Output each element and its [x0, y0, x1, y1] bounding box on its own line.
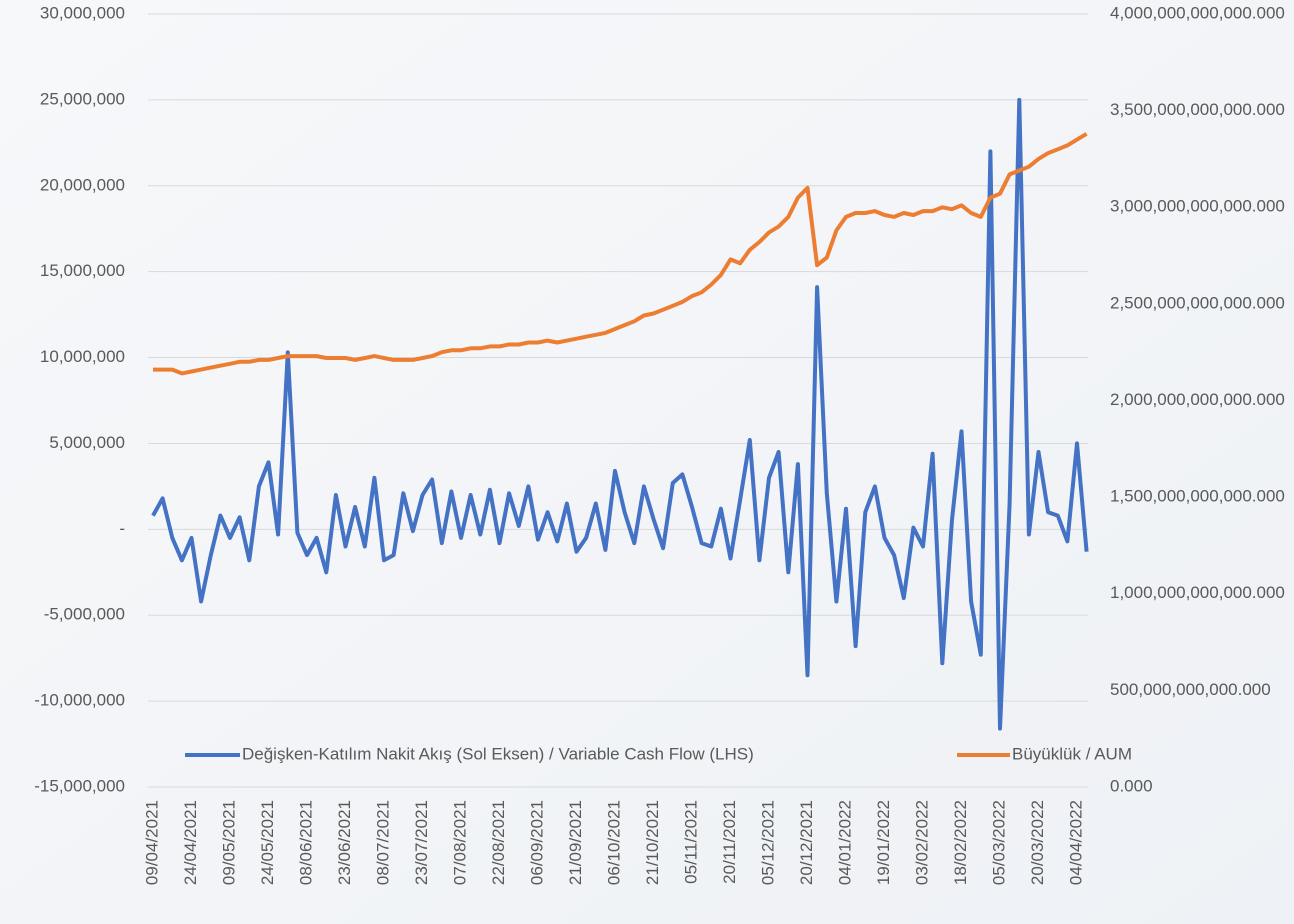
x-tick-label: 05/03/2022	[989, 800, 1008, 885]
x-tick-label: 04/04/2022	[1066, 800, 1085, 885]
x-tick-label: 23/06/2021	[335, 800, 354, 885]
x-tick-label: 24/04/2021	[181, 800, 200, 885]
x-tick-label: 24/05/2021	[258, 800, 277, 885]
x-tick-label: 08/06/2021	[296, 800, 315, 885]
y2-tick-label: 4,000,000,000,000.000	[1110, 3, 1285, 22]
legend-label: Büyüklük / AUM	[1012, 744, 1132, 763]
y-tick-label: -5,000,000	[44, 605, 125, 624]
x-tick-label: 22/08/2021	[489, 800, 508, 885]
y-tick-label: 5,000,000	[49, 433, 125, 452]
x-tick-label: 23/07/2021	[412, 800, 431, 885]
x-tick-label: 05/11/2021	[681, 800, 700, 884]
x-tick-label: 21/10/2021	[643, 800, 662, 885]
x-tick-label: 09/05/2021	[219, 800, 238, 885]
x-tick-label: 06/10/2021	[604, 800, 623, 885]
chart: -15,000,000-10,000,000-5,000,000-5,000,0…	[0, 0, 1294, 924]
page: {"chart_data": {"type": "line", "categor…	[0, 0, 1294, 924]
x-tick-label: 06/09/2021	[527, 800, 546, 885]
y2-tick-label: 500,000,000,000.000	[1110, 680, 1271, 699]
x-tick-label: 19/01/2022	[874, 800, 893, 885]
y-tick-label: 25,000,000	[40, 89, 125, 108]
x-tick-label: 18/02/2022	[951, 800, 970, 885]
legend-label: Değişken-Katılım Nakit Akış (Sol Eksen) …	[242, 744, 754, 763]
y2-tick-label: 1,000,000,000,000.000	[1110, 583, 1285, 602]
x-tick-label: 07/08/2021	[450, 800, 469, 885]
x-tick-label: 03/02/2022	[912, 800, 931, 885]
y-tick-label: 15,000,000	[40, 261, 125, 280]
y2-tick-label: 2,500,000,000,000.000	[1110, 293, 1285, 312]
background	[0, 0, 1294, 924]
x-tick-label: 09/04/2021	[142, 800, 161, 885]
y2-tick-label: 0.000	[1110, 776, 1153, 795]
x-tick-label: 05/12/2021	[758, 800, 777, 885]
x-tick-label: 20/12/2021	[797, 800, 816, 885]
x-tick-label: 21/09/2021	[566, 800, 585, 885]
y-tick-label: 30,000,000	[40, 3, 125, 22]
x-tick-label: 20/03/2022	[1028, 800, 1047, 885]
x-tick-label: 08/07/2021	[373, 800, 392, 885]
y2-tick-label: 3,000,000,000,000.000	[1110, 197, 1285, 216]
y2-tick-label: 3,500,000,000,000.000	[1110, 100, 1285, 119]
y2-tick-label: 1,500,000,000,000.000	[1110, 487, 1285, 506]
y-tick-label: -	[119, 519, 125, 538]
y-tick-label: 10,000,000	[40, 347, 125, 366]
y2-tick-label: 2,000,000,000,000.000	[1110, 390, 1285, 409]
y-tick-label: 20,000,000	[40, 175, 125, 194]
y-tick-label: -10,000,000	[34, 691, 125, 710]
y-tick-label: -15,000,000	[34, 776, 125, 795]
x-tick-label: 04/01/2022	[835, 800, 854, 885]
x-tick-label: 20/11/2021	[720, 800, 739, 884]
